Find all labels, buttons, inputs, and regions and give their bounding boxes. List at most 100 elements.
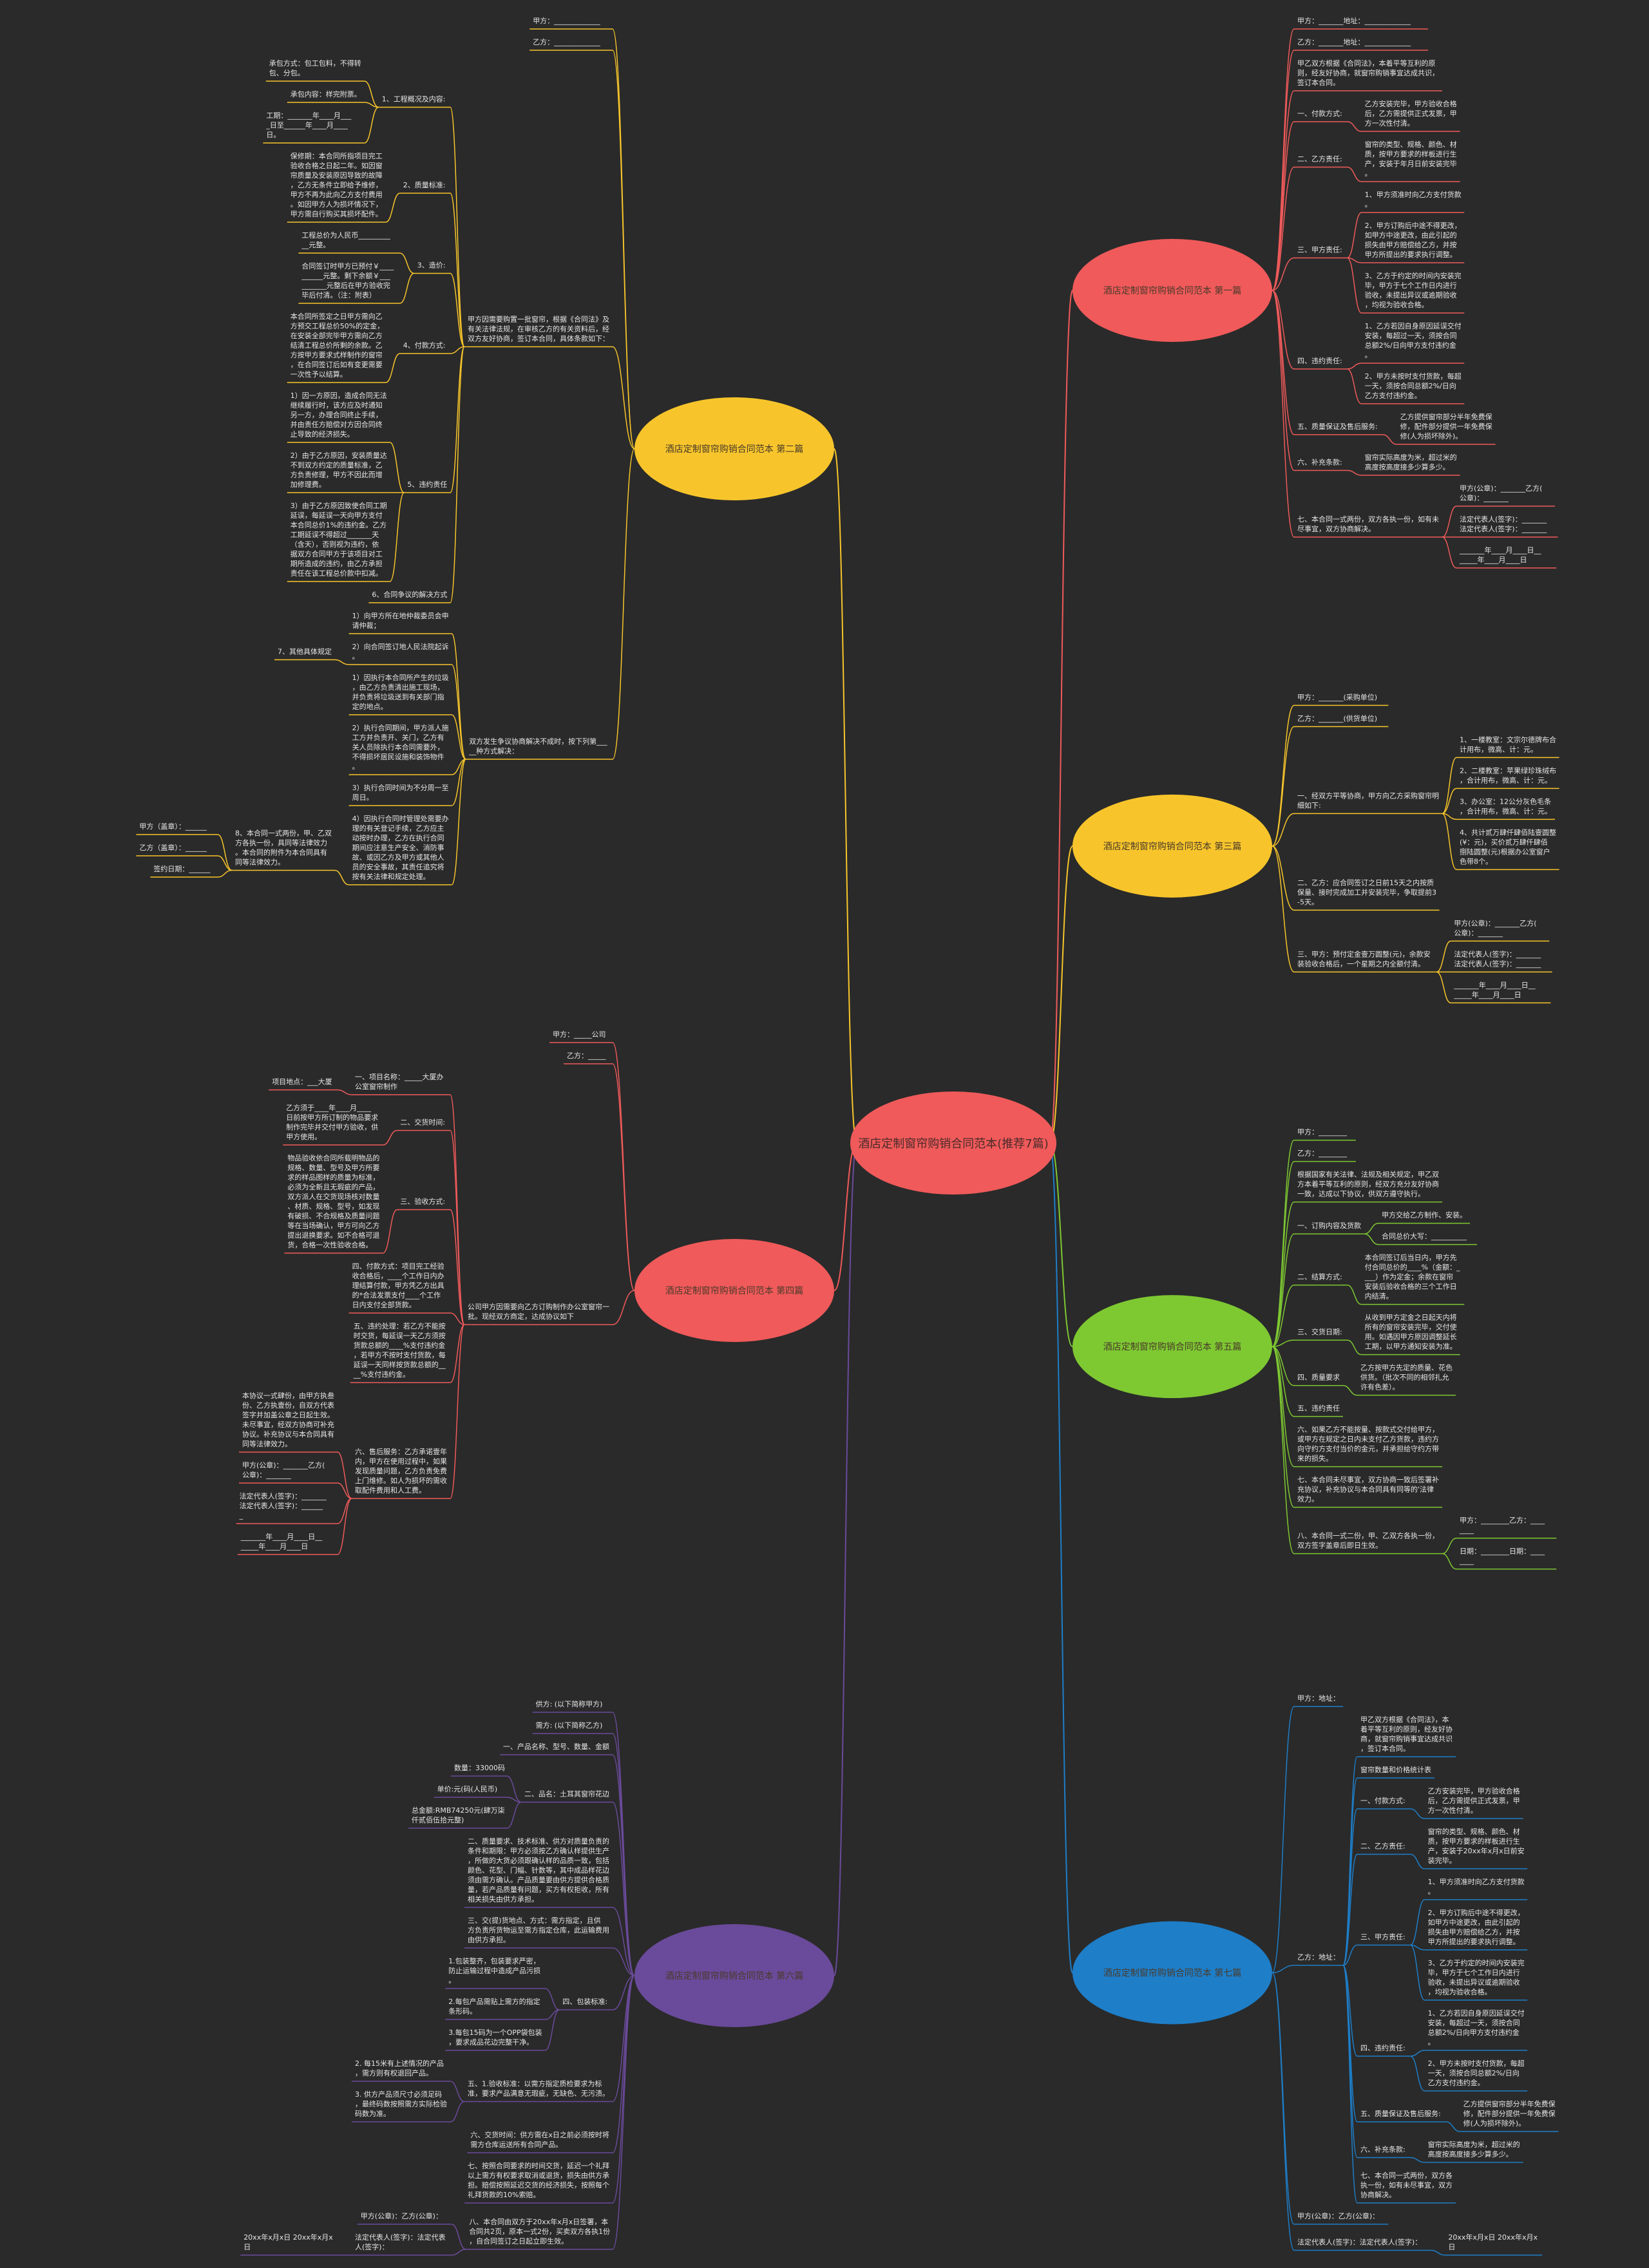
branch-node[interactable]: 七、按照合同要求的时间交货，延迟一个礼拜以上需方有权要求取消或退货，损失由供方承… — [464, 2161, 613, 2204]
branch-node[interactable]: 本合同所签定之日甲方需向乙方预交工程总价50%的定金，在安装全部完毕甲方需向乙方… — [287, 312, 386, 383]
branch-node[interactable]: 二、乙方：应合同签订之日前15天之内按质保量、接时完成加工并安装完毕，争取提前3… — [1294, 878, 1440, 911]
branch-node[interactable]: 3）由于乙方原因致使合同工期延误，每延误一天向甲方支付本合同总价1%的违约金。乙… — [287, 501, 390, 582]
branch-node[interactable]: 甲乙双方根据《合同法》，本着平等互利的原则，经友好协商，就窗帘购销事宜达成共识，… — [1357, 1715, 1456, 1757]
branch-node[interactable]: 3、办公室：12公分灰色毛条，合计用布，微高、计：元。 — [1456, 797, 1555, 820]
topic-node[interactable]: 酒店定制窗帘购销合同范本 第二篇 — [634, 397, 834, 500]
branch-node[interactable]: 1、乙方若因自身原因延误交付安装，每超过一天，须按合同总额2%/日向甲方支付违约… — [1424, 2008, 1528, 2051]
branch-node[interactable]: 法定代表人(签字)：_______ 法定代表人(签字)：_______ — [236, 1491, 338, 1524]
branch-node[interactable]: 乙方：地址： — [1294, 1952, 1343, 1966]
branch-node[interactable]: 1）因一方原因，造成合同无法继续履行时，该方应及时通知另一方，办理合同终止手续，… — [287, 391, 390, 443]
branch-node[interactable]: 本协议一式肆份，由甲方执叁份、乙方执壹份，自双方代表签字并加盖公章之日起生效。未… — [239, 1391, 338, 1453]
branch-node[interactable]: 需方: (以下简称乙方) — [532, 1721, 613, 1734]
branch-node[interactable]: 四、质量要求 — [1294, 1374, 1343, 1386]
branch-node[interactable]: 三、交(提)货地点、方式：需方指定，且供方负责所货物运至需方指定仓库，此运输费用… — [464, 1916, 613, 1949]
branch-node[interactable]: _______年____月____日_______年____月____日 — [237, 1532, 338, 1555]
branch-node[interactable]: _______年____月____日_______年____月____日 — [1451, 980, 1551, 1004]
branch-node[interactable]: 乙方：_______地址：_____________ — [1294, 37, 1428, 51]
branch-node[interactable]: 一、产品名称、型号、数量、金额 — [500, 1742, 613, 1755]
topic-node[interactable]: 酒店定制窗帘购销合同范本 第六篇 — [634, 1924, 834, 2027]
branch-node[interactable]: 2、质量标准: — [399, 180, 450, 194]
branch-node[interactable]: 法定代表人(签字)：法定代表人(签字)： — [352, 2233, 452, 2256]
branch-node[interactable]: 1、甲方须准时向乙方支付货款。 — [1361, 190, 1465, 213]
branch-node[interactable]: 20xx年x月x日 20xx年x月x日 — [240, 2233, 338, 2256]
branch-node[interactable]: 7、其他具体规定 — [274, 647, 335, 661]
branch-node[interactable]: 甲方：________ — [1294, 1128, 1356, 1141]
branch-node[interactable]: 2、二楼教室：苹果绿珍珠绒布，合计用布，微高、计：元。 — [1456, 766, 1559, 789]
branch-node[interactable]: 二、交货时间: — [397, 1118, 450, 1131]
branch-node[interactable]: 1、工程概况及内容: — [378, 95, 450, 108]
branch-node[interactable]: 三、甲方责任: — [1294, 245, 1348, 259]
branch-node[interactable]: 2）执行合同期间，甲方派人施工方并负责开、关门，乙方有关人员除执行本合同需要外，… — [348, 723, 452, 775]
branch-node[interactable]: 乙方：_____ — [564, 1051, 613, 1064]
branch-node[interactable]: 甲方：_______(采购单位) — [1294, 692, 1389, 706]
branch-node[interactable]: 工程总价为人民币___________元整。 — [298, 231, 400, 254]
branch-node[interactable]: 乙方（盖章）：______ — [136, 843, 218, 856]
branch-node[interactable]: 日期：________日期：________ — [1456, 1547, 1557, 1570]
branch-node[interactable]: 供方: (以下简称甲方) — [532, 1699, 613, 1713]
branch-node[interactable]: 甲方：________乙方：________ — [1456, 1516, 1557, 1539]
branch-node[interactable]: 项目地点：___大厦 — [269, 1077, 338, 1091]
branch-node[interactable]: 4）因执行合同时管理处需要办理的有关登记手续，乙方应主动按时办理，乙方在执行合同… — [348, 814, 452, 885]
root-topic[interactable]: 酒店定制窗帘购销合同范本(推荐7篇) — [850, 1091, 1056, 1195]
branch-node[interactable]: 五、违约责任 — [1294, 1404, 1343, 1417]
branch-node[interactable]: 合同总价大写：__________ — [1378, 1232, 1477, 1245]
branch-node[interactable]: 五、质量保证及售后服务: — [1357, 2109, 1446, 2122]
branch-node[interactable]: 二、乙方责任: — [1294, 155, 1348, 168]
branch-node[interactable]: 物品验收依合同所载明物品的规格、数量、型号及甲方所要求的样品图样的质量为标准，必… — [284, 1153, 383, 1254]
branch-node[interactable]: 一、订购内容及货款 — [1294, 1221, 1364, 1234]
branch-node[interactable]: 一、付款方式: — [1357, 1796, 1411, 1810]
branch-node[interactable]: 六、补充条款: — [1357, 2145, 1411, 2159]
branch-node[interactable]: 四、违约责任: — [1357, 2044, 1411, 2057]
topic-node[interactable]: 酒店定制窗帘购销合同范本 第一篇 — [1072, 239, 1272, 342]
branch-node[interactable]: 八、本合同一式二份，甲、乙双方各执一份，双方签字盖章后即日生效。 — [1294, 1531, 1442, 1555]
branch-node[interactable]: 6、合同争议的解决方式 — [368, 590, 450, 603]
branch-node[interactable]: 法定代表人(签字)：_______法定代表人(签字)：_______ — [1456, 515, 1558, 538]
branch-node[interactable]: 二、品名：土耳其窗帘花边 — [521, 1790, 613, 1803]
topic-node[interactable]: 酒店定制窗帘购销合同范本 第七篇 — [1072, 1921, 1272, 2025]
branch-node[interactable]: 从收到甲方定金之日起天内将所有的窗帘安装完毕，交付使用。如遇因甲方原因调整延长工… — [1361, 1313, 1460, 1356]
branch-node[interactable]: 合同签订时甲方已预付￥__________元整。剩下余额￥__________元… — [298, 261, 400, 304]
branch-node[interactable]: 甲方(公章)：乙方(公章)： — [357, 2211, 452, 2225]
branch-node[interactable]: 甲方交给乙方制作、安装。 — [1378, 1211, 1470, 1224]
branch-node[interactable]: 三、甲方责任: — [1357, 1933, 1411, 1946]
branch-node[interactable]: 四、包装标准: — [559, 1997, 613, 2010]
topic-node[interactable]: 酒店定制窗帘购销合同范本 第五篇 — [1072, 1295, 1272, 1399]
branch-node[interactable]: 甲方：_____________ — [529, 16, 613, 30]
branch-node[interactable]: 签约日期：______ — [150, 864, 218, 878]
branch-node[interactable]: 八、本合同由双方于20xx年x月x日签署，本合同共2页，原本一式2份，买卖双方各… — [466, 2217, 613, 2250]
branch-node[interactable]: 5、违约责任 — [404, 480, 450, 493]
branch-node[interactable]: 窗帘的类型、规格、颜色、材质，按甲方要求的样板进行生产，安装于20xx年x月x日… — [1424, 1827, 1528, 1869]
branch-node[interactable]: 3、乙方于约定的时间内安装完毕，甲方于七个工作日内进行验收，未提出异议或逾期验收… — [1361, 271, 1465, 314]
branch-node[interactable]: 四、违约责任: — [1294, 357, 1348, 370]
branch-node[interactable]: 8、本合同一式两份，甲、乙双方各执一份，具同等法律效力。本合同的附件为本合同具有… — [232, 829, 335, 871]
branch-node[interactable]: 甲乙双方根据《合同法》，本着平等互利的原则，经友好协商，就窗帘购销事宜达成共识，… — [1294, 59, 1442, 91]
branch-node[interactable]: 四、付款方式：项目完工经验收合格后，____个工作日内办理结算付款，甲方凭乙方出… — [348, 1262, 450, 1314]
topic-node[interactable]: 酒店定制窗帘购销合同范本 第四篇 — [634, 1239, 834, 1342]
branch-node[interactable]: 工期：_______年____月____日至______年____月____ 日。 — [263, 111, 365, 144]
branch-node[interactable]: 一、付款方式: — [1294, 109, 1348, 122]
branch-node[interactable]: 3、造价: — [414, 261, 450, 274]
branch-node[interactable]: 甲方：地址： — [1294, 1694, 1343, 1707]
branch-node[interactable]: 乙方：_______(供货单位) — [1294, 713, 1389, 728]
branch-node[interactable]: 窗帘数量和价格统计表 — [1357, 1765, 1435, 1779]
branch-node[interactable]: 甲方(公章)：乙方(公章)： — [1294, 2211, 1389, 2225]
branch-node[interactable]: 乙方：________ — [1294, 1149, 1356, 1162]
branch-node[interactable]: _______年____月____日_______年____月____日 — [1456, 545, 1557, 569]
branch-node[interactable]: 4、共计贰万肆仟肆佰陆壹圆整(¥：元)，买价贰万肆仟肆佰捌陆圆整(元)根据办公室… — [1456, 827, 1559, 871]
branch-node[interactable]: 三、验收方式: — [397, 1197, 450, 1211]
